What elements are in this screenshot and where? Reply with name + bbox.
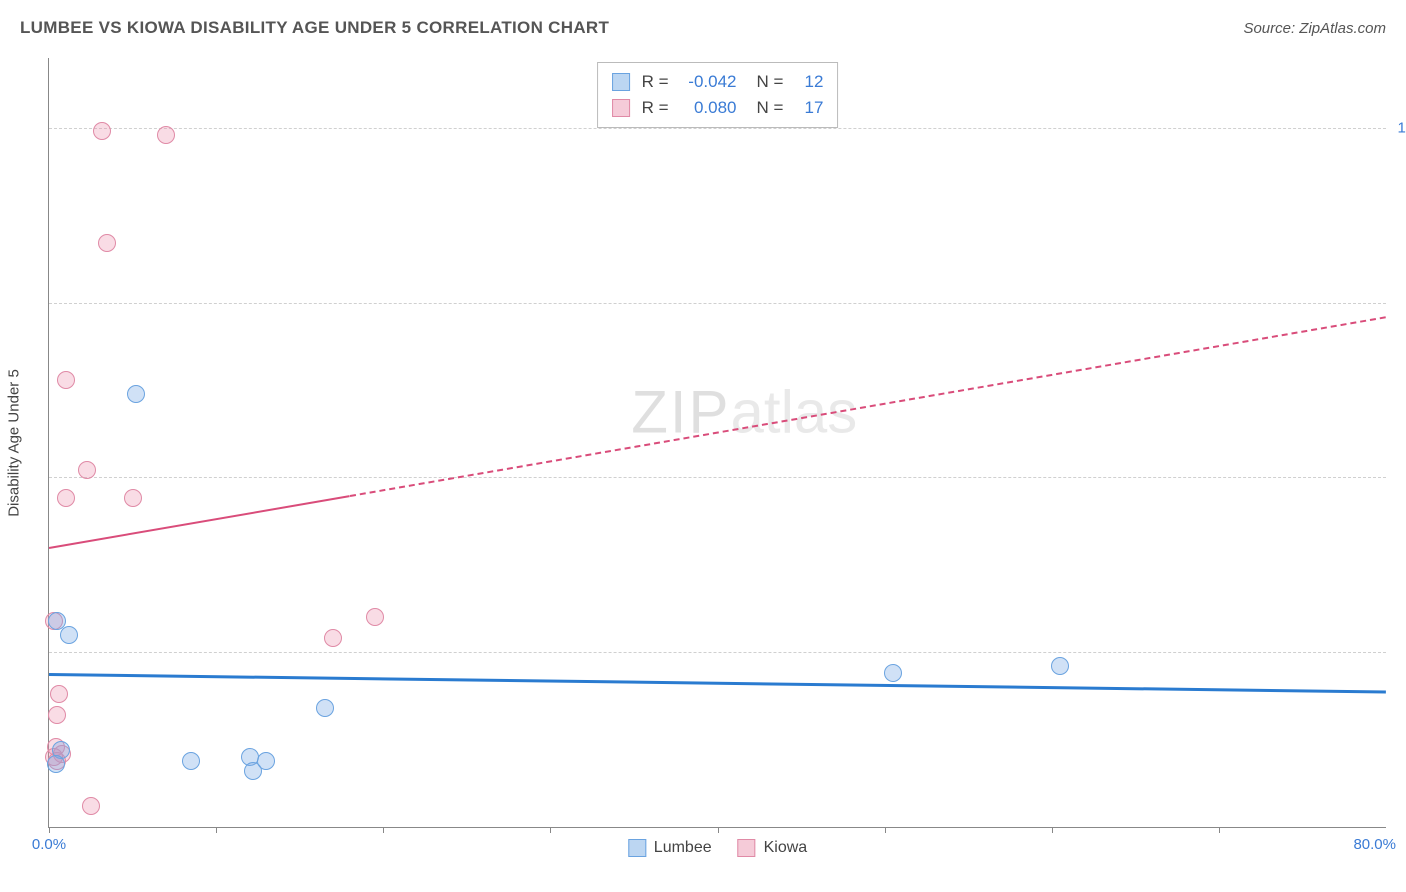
x-tick <box>49 827 50 833</box>
data-point <box>1051 657 1069 675</box>
data-point <box>60 626 78 644</box>
legend-item: Lumbee <box>628 839 712 857</box>
stat-n-value: 12 <box>795 69 823 95</box>
stats-row: R = 0.080 N = 17 <box>612 95 824 121</box>
data-point <box>98 234 116 252</box>
watermark: ZIPatlas <box>631 377 857 446</box>
gridline <box>49 652 1386 653</box>
data-point <box>57 489 75 507</box>
data-point <box>82 797 100 815</box>
gridline <box>49 303 1386 304</box>
chart-header: LUMBEE VS KIOWA DISABILITY AGE UNDER 5 C… <box>0 0 1406 48</box>
legend-item: Kiowa <box>738 839 808 857</box>
legend-swatch <box>738 839 756 857</box>
data-point <box>182 752 200 770</box>
data-point <box>127 385 145 403</box>
chart-title: LUMBEE VS KIOWA DISABILITY AGE UNDER 5 C… <box>20 18 609 38</box>
stat-n-label: N = <box>757 69 784 95</box>
x-tick <box>550 827 551 833</box>
data-point <box>316 699 334 717</box>
data-point <box>48 706 66 724</box>
chart-source: Source: ZipAtlas.com <box>1243 20 1386 37</box>
series-swatch <box>612 99 630 117</box>
x-tick <box>885 827 886 833</box>
stat-r-label: R = <box>642 69 669 95</box>
x-tick <box>216 827 217 833</box>
stats-box: R = -0.042 N = 12 R = 0.080 N = 17 <box>597 62 839 128</box>
stat-n-label: N = <box>757 95 784 121</box>
trend-line <box>49 673 1386 693</box>
watermark-part1: ZIP <box>631 378 730 445</box>
data-point <box>244 762 262 780</box>
y-tick-label: 10.0% <box>1390 119 1406 136</box>
x-tick <box>1052 827 1053 833</box>
data-point <box>78 461 96 479</box>
x-tick <box>1219 827 1220 833</box>
legend: Lumbee Kiowa <box>628 839 807 857</box>
y-tick-label: 5.0% <box>1390 469 1406 486</box>
stats-row: R = -0.042 N = 12 <box>612 69 824 95</box>
data-point <box>884 664 902 682</box>
legend-swatch <box>628 839 646 857</box>
stat-n-value: 17 <box>795 95 823 121</box>
data-point <box>50 685 68 703</box>
y-tick-label: 7.5% <box>1390 294 1406 311</box>
x-tick <box>718 827 719 833</box>
chart-plot-area: Disability Age Under 5 ZIPatlas 2.5%5.0%… <box>48 58 1386 828</box>
data-point <box>47 755 65 773</box>
stat-r-value: 0.080 <box>681 95 737 121</box>
data-point <box>366 608 384 626</box>
y-axis-title: Disability Age Under 5 <box>6 369 23 517</box>
stat-r-value: -0.042 <box>681 69 737 95</box>
legend-label: Lumbee <box>654 839 712 857</box>
legend-label: Kiowa <box>764 839 808 857</box>
gridline <box>49 128 1386 129</box>
data-point <box>157 126 175 144</box>
series-swatch <box>612 73 630 91</box>
data-point <box>124 489 142 507</box>
y-tick-label: 2.5% <box>1390 644 1406 661</box>
trend-line <box>49 495 350 549</box>
data-point <box>93 122 111 140</box>
data-point <box>324 629 342 647</box>
stat-r-label: R = <box>642 95 669 121</box>
data-point <box>57 371 75 389</box>
trend-line <box>350 317 1387 498</box>
x-min-label: 0.0% <box>32 836 66 853</box>
x-tick <box>383 827 384 833</box>
x-max-label: 80.0% <box>1353 836 1396 853</box>
gridline <box>49 477 1386 478</box>
